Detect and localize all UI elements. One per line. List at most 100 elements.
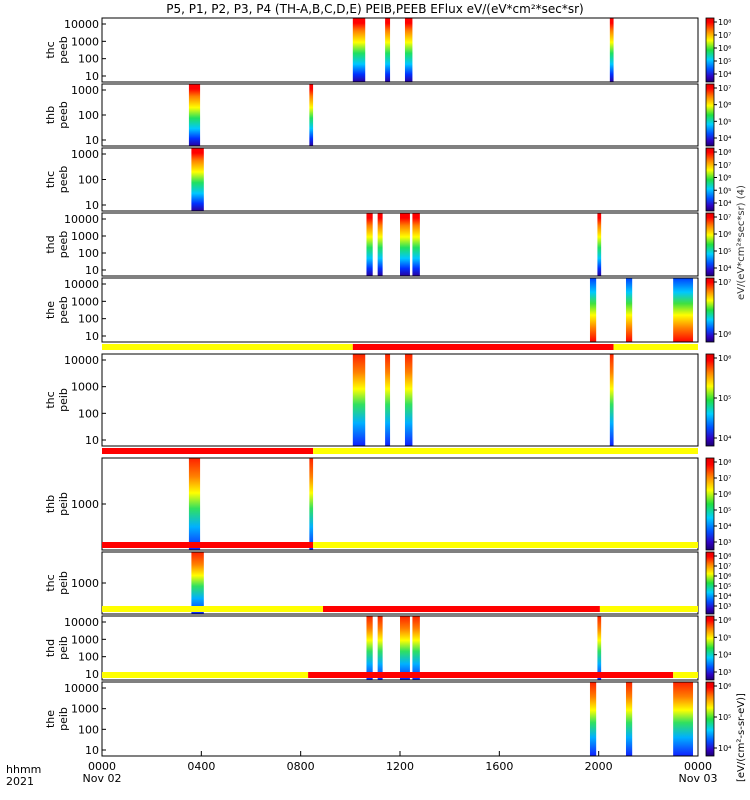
colorbar-tick-label-thc-peeb-2-1: 10⁵ (718, 186, 731, 195)
plot-area-thb-peib (102, 458, 698, 550)
burst-thc-peib-3 (609, 354, 614, 446)
y-tick-label-thd-peeb-0: 10 (85, 264, 99, 277)
product-label-thc-peeb: peeb (57, 36, 70, 64)
probe-label-thc-peeb: thc (44, 41, 57, 58)
product-label-thb-peib: peib (57, 492, 70, 516)
mode-bar-segment-the-peib-1 (308, 672, 674, 678)
panel-thc-peeb: 10 100 1000 10000 thc peeb 10⁴ 10⁵ 10⁶ 10⁷ 10⁸ (44, 17, 731, 83)
x-tick-label-2: 0800 (287, 760, 315, 773)
panel-label-thb-peeb: thb peeb (44, 101, 70, 129)
colorbar-tick-label-thc-peeb-2: 10⁶ (718, 44, 731, 53)
burst-thb-peeb-1 (309, 84, 314, 146)
panel-label-thd-peib: thd peib (44, 636, 70, 660)
colorbar-the-peeb (705, 277, 715, 343)
mode-bar-segment-thb-peib-1 (313, 448, 698, 454)
colorbar-tick-label-thb-peeb-1: 10⁵ (718, 117, 731, 126)
y-tick-label-thc-peib-2: 1000 (71, 381, 99, 394)
colorbar-tick-label-thc-peeb-1: 10⁵ (718, 57, 731, 66)
colorbar-tick-label-the-peib-1: 10⁵ (718, 713, 731, 722)
probe-label-thd-peib: thd (44, 639, 57, 657)
y-tick-label-the-peeb-3: 10000 (64, 278, 99, 291)
colorbar-tick-label-thc-peib-2: 10⁶ (718, 354, 731, 363)
colorbar-tick-label-thc-peib-0: 10⁴ (718, 434, 731, 443)
colorbar-tick-label-thb-peib-2: 10⁵ (718, 506, 731, 515)
mode-bar-segment-thd-peib-0 (102, 606, 324, 612)
colorbar-tick-label-the-peib-0: 10⁴ (718, 744, 731, 753)
panel-label-thb-peib: thb peib (44, 492, 70, 516)
probe-label-thb-peib: thb (44, 495, 57, 513)
burst-thc-peib-2 (404, 354, 413, 446)
panel-label-thc-peib-2: thc peib (44, 571, 70, 595)
panel-label-thc-peib: thc peib (44, 388, 70, 412)
burst-thc-peeb-2-0 (191, 148, 204, 211)
colorbar-tick-label-thd-peib-3: 10⁶ (718, 616, 731, 625)
plot-frame-thc-peib (101, 353, 699, 447)
probe-label-thc-peib: thc (44, 391, 57, 408)
burst-the-peeb-1 (625, 278, 633, 342)
burst-the-peeb-0 (589, 278, 597, 342)
burst-the-peib-0 (589, 682, 597, 756)
burst-thd-peib-3 (412, 616, 420, 680)
colorbar-label-overlap: eV/(eV*cm²*sec*sr) (4) (736, 185, 747, 300)
x-tick-date-6: Nov 03 (679, 772, 718, 785)
y-tick-label-thb-peib-0: 1000 (71, 498, 99, 511)
panel-label-thc-peeb-2: thc peeb (44, 166, 70, 194)
colorbar-tick-label-the-peib-2: 10⁶ (718, 682, 731, 691)
colorbar-label: [eV/(cm²-s-sr-eV)] (736, 693, 747, 782)
colorbar-tick-label-thb-peib-3: 10⁶ (718, 490, 731, 499)
panel-the-peeb: 10 100 1000 10000 the peeb 10⁶ 10⁷ (44, 277, 731, 343)
y-tick-label-the-peeb-0: 10 (85, 330, 99, 343)
colorbar-tick-label-thc-peeb-0: 10⁴ (718, 70, 731, 79)
burst-thd-peeb-1 (377, 213, 383, 276)
y-tick-label-thd-peeb-3: 10000 (64, 213, 99, 226)
mode-bar-segment-thc-peib-2-1 (313, 542, 698, 548)
y-tick-label-thc-peeb-2: 1000 (71, 35, 99, 48)
y-tick-label-thb-peeb-1: 100 (78, 109, 99, 122)
burst-thb-peib-0 (188, 458, 201, 550)
y-tick-label-thc-peeb-2-1: 100 (78, 174, 99, 187)
burst-thc-peib-2-0 (191, 552, 204, 614)
burst-the-peib-2 (673, 682, 694, 756)
colorbar-tick-label-thb-peib-5: 10⁸ (718, 458, 731, 467)
plot-area-the-peib (102, 682, 698, 756)
y-tick-label-thd-peeb-2: 1000 (71, 230, 99, 243)
burst-thc-peeb-3 (609, 18, 614, 82)
colorbar-tick-label-thc-peib-2-1: 10⁴ (718, 592, 731, 601)
burst-thc-peeb-1 (385, 18, 391, 82)
x-tick-label-1: 0400 (187, 760, 215, 773)
burst-the-peeb-2 (673, 278, 694, 342)
y-tick-label-thb-peeb-0: 10 (85, 134, 99, 147)
product-label-thb-peeb: peeb (57, 101, 70, 129)
burst-thc-peib-1 (385, 354, 391, 446)
x-tick-label-6: 0000 (684, 760, 712, 773)
plot-area-thc-peeb (102, 18, 698, 82)
mode-bar-segment-thc-peib-2-0 (102, 542, 314, 548)
burst-the-peib-1 (625, 682, 633, 756)
colorbar-tick-label-thd-peeb-2: 10⁶ (718, 230, 731, 239)
panel-thc-peib: 10 100 1000 10000 thc peib 10⁴ 10⁵ 10⁶ (44, 344, 731, 447)
x-tick-label-0: 0000 (88, 760, 116, 773)
colorbar-tick-label-thc-peib-2-3: 10⁶ (718, 572, 731, 581)
product-label-thc-peib: peib (57, 388, 70, 412)
colorbar-tick-label-thc-peeb-2-0: 10⁴ (718, 199, 731, 208)
colorbar-tick-label-thd-peeb-3: 10⁷ (718, 213, 731, 222)
x-tick-label-3: 1200 (386, 760, 414, 773)
probe-label-thd-peeb: thd (44, 235, 57, 253)
plot-frame-thd-peib (101, 615, 699, 681)
y-tick-label-thd-peib-2: 1000 (71, 633, 99, 646)
colorbar-tick-label-thc-peib-2-5: 10⁸ (718, 552, 731, 561)
year-label: 2021 (6, 775, 34, 788)
burst-thd-peeb-4 (597, 213, 602, 276)
product-label-the-peib: peib (57, 707, 70, 731)
probe-label-thb-peeb: thb (44, 106, 57, 124)
y-tick-label-the-peib-1: 100 (78, 723, 99, 736)
y-tick-label-thc-peeb-3: 10000 (64, 18, 99, 31)
mode-bar-segment-thc-peib-0 (102, 344, 353, 350)
y-tick-label-the-peeb-2: 1000 (71, 295, 99, 308)
colorbar-the-peib (705, 681, 715, 757)
y-tick-label-the-peeb-1: 100 (78, 313, 99, 326)
probe-label-the-peeb: the (44, 301, 57, 319)
colorbar-tick-label-thb-peib-4: 10⁷ (718, 474, 731, 483)
plot-area-thb-peeb (102, 84, 698, 146)
